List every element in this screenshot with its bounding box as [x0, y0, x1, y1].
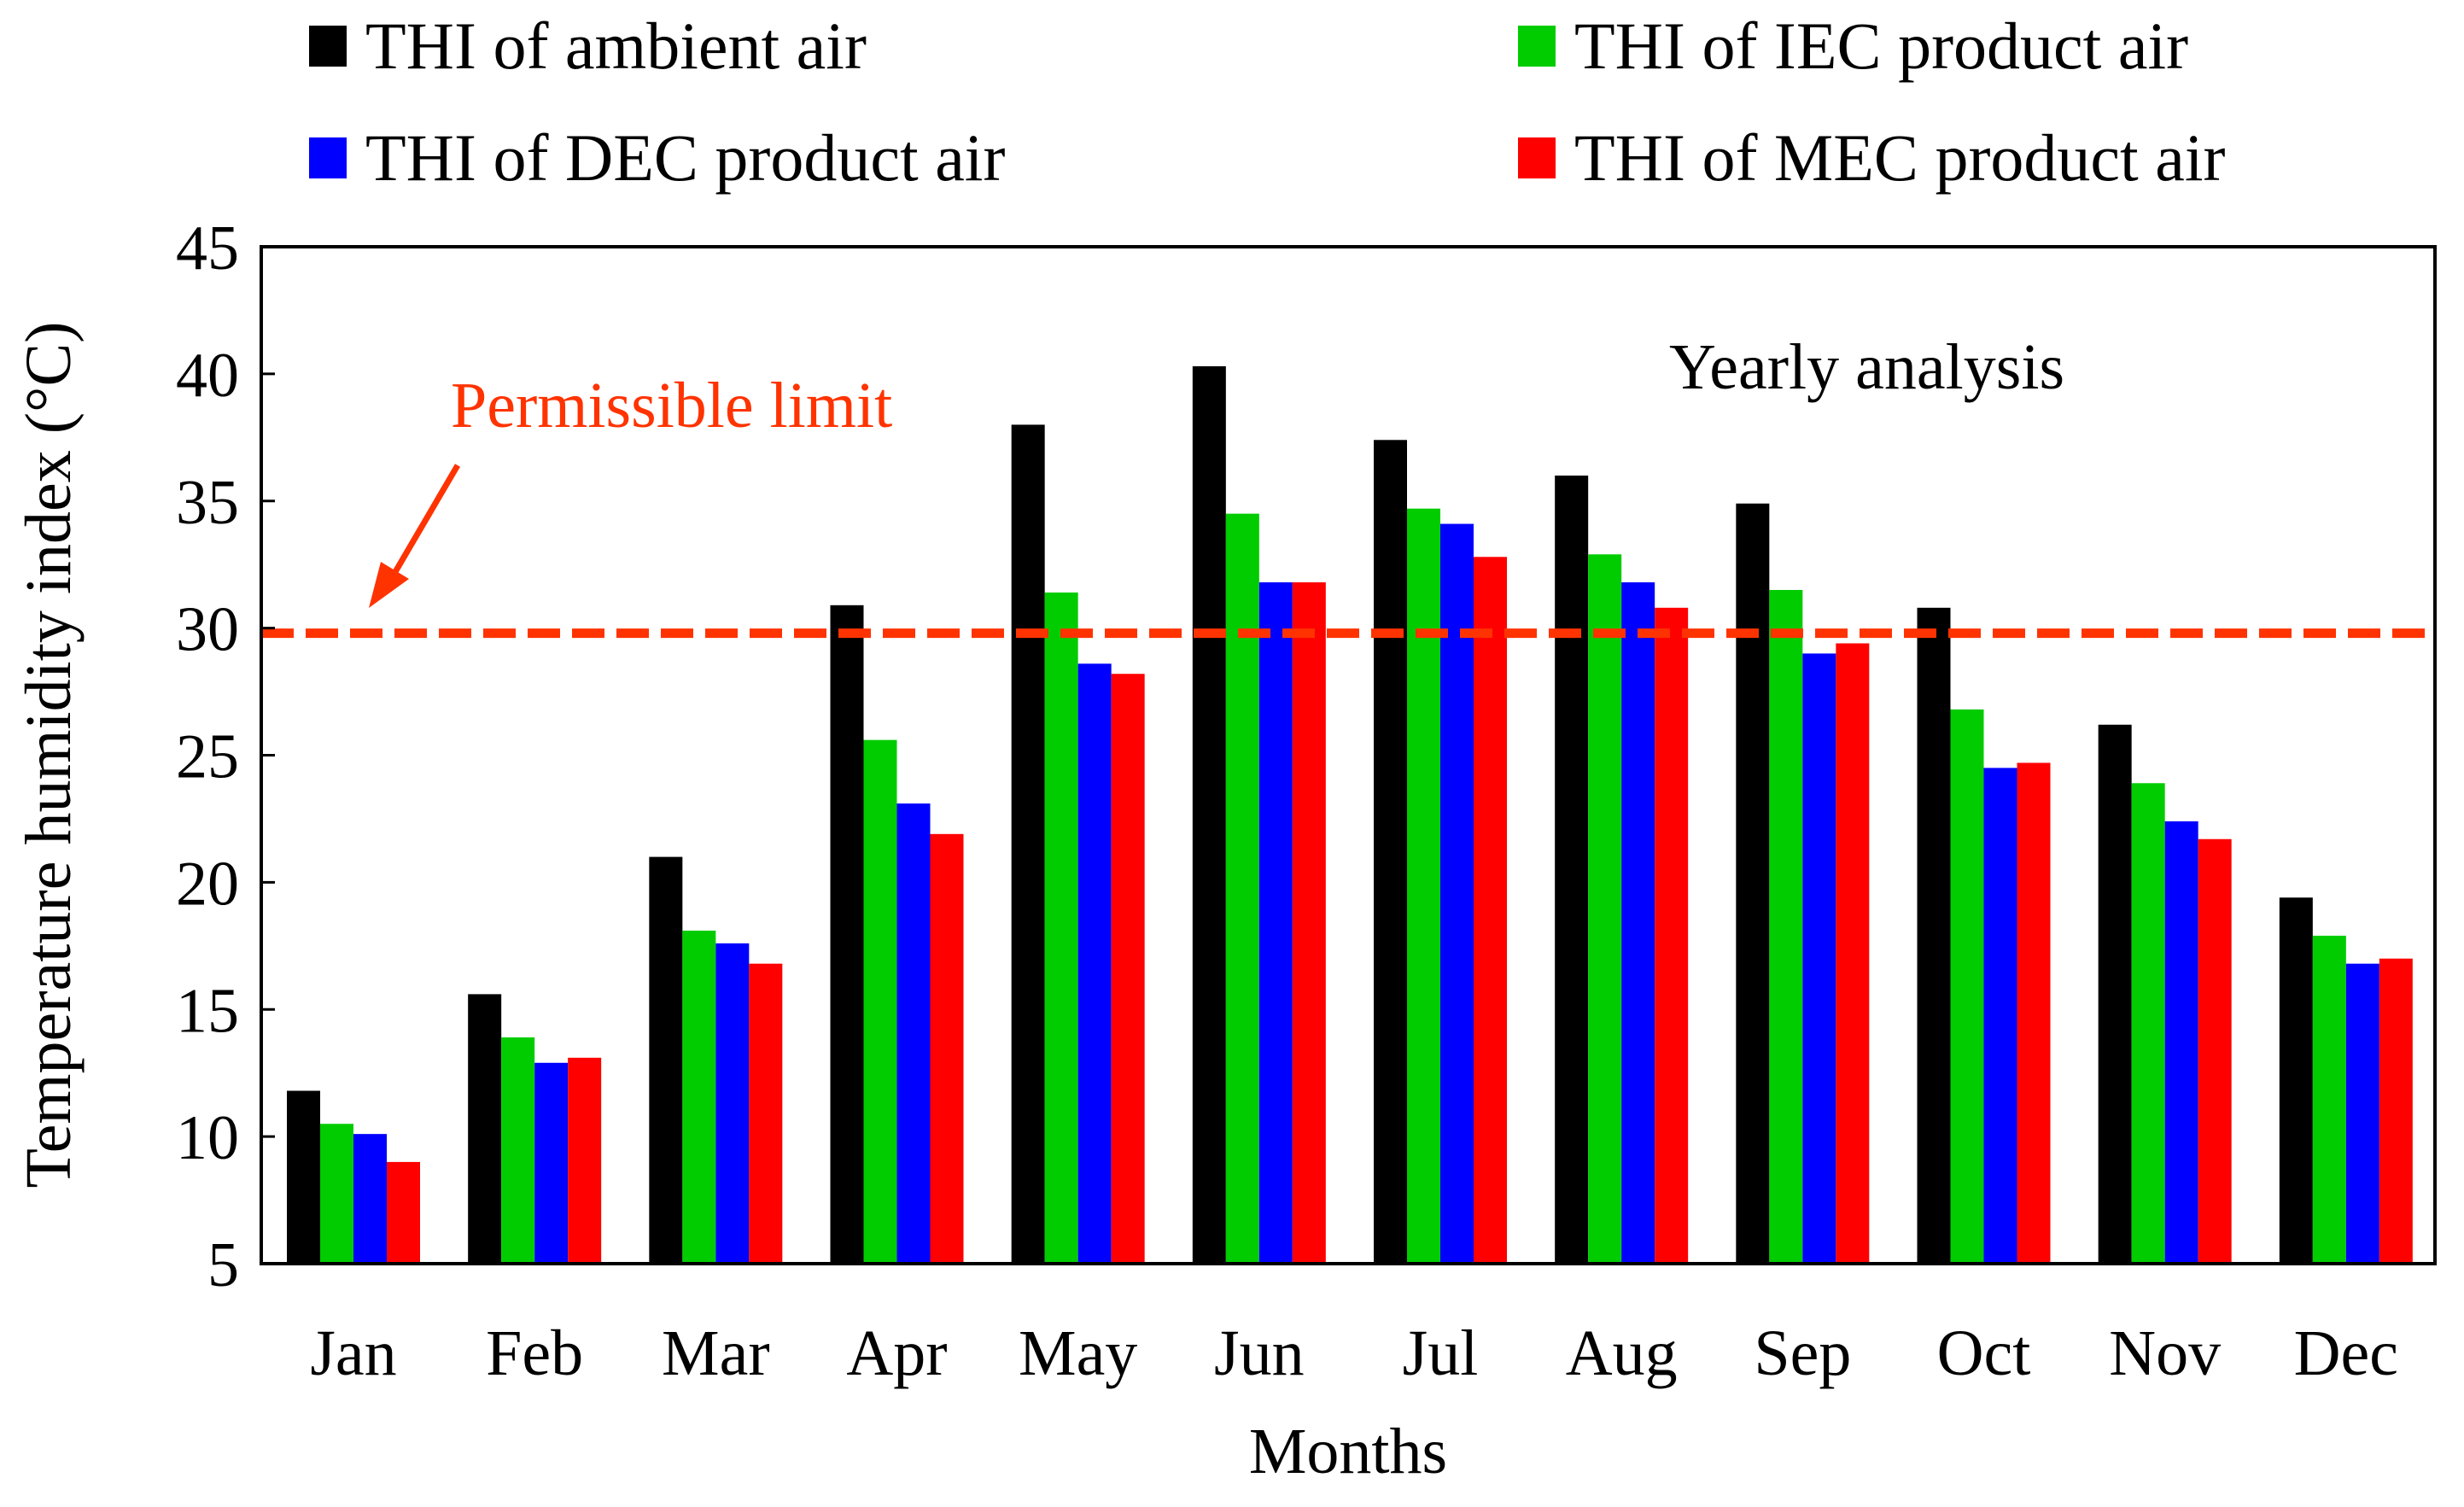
x-tick-label: Mar [662, 1317, 770, 1389]
bar-jan-series-4 [387, 1161, 420, 1264]
x-axis-title: Months [1249, 1416, 1447, 1487]
y-axis: 5 10 15 20 25 30 35 40 45 [176, 213, 275, 1300]
y-tick-label: 20 [176, 849, 239, 919]
y-tick-label: 40 [176, 341, 239, 411]
bar-oct-series-2 [1950, 709, 1984, 1264]
bar-aug-series-1 [1555, 475, 1589, 1264]
y-tick-label: 45 [176, 213, 239, 283]
legend-label-series-2: THI of IEC product air [1574, 9, 2188, 83]
bar-mar-series-1 [649, 856, 683, 1264]
x-tick-label: Apr [846, 1317, 947, 1389]
bar-may-series-4 [1111, 674, 1145, 1264]
bar-oct-series-4 [2017, 762, 2051, 1264]
bar-jun-series-3 [1258, 582, 1293, 1264]
bar-dec-series-2 [2312, 935, 2346, 1264]
x-tick-label: May [1019, 1317, 1137, 1389]
y-axis-title: Temperature humidity index (°C) [13, 322, 85, 1189]
legend-swatch-series-2 [1518, 26, 1556, 67]
legend: THI of ambient air THI of IEC product air… [309, 9, 2226, 195]
x-axis: Jan Feb Mar Apr May Jun Jul Aug Sep Oct Nov Dec [310, 1317, 2398, 1389]
y-tick-label: 15 [176, 976, 239, 1046]
x-tick-label: Oct [1937, 1317, 2031, 1389]
bar-apr-series-3 [896, 803, 931, 1264]
bar-oct-series-3 [1983, 768, 2017, 1264]
bar-nov-series-2 [2131, 783, 2165, 1264]
y-tick-label: 30 [176, 595, 239, 665]
reference-line-group: Permissible limit [261, 370, 2435, 639]
legend-label-series-1: THI of ambient air [365, 9, 867, 83]
permissible-limit-label: Permissible limit [451, 370, 892, 441]
bar-aug-series-3 [1621, 582, 1655, 1264]
bar-jul-series-4 [1474, 557, 1507, 1264]
x-tick-label: Aug [1566, 1317, 1678, 1389]
bar-apr-series-1 [830, 605, 864, 1264]
legend-swatch-series-1 [309, 26, 347, 67]
bar-may-series-1 [1011, 424, 1045, 1264]
bars [287, 365, 2413, 1264]
y-tick-label: 35 [176, 468, 239, 538]
legend-label-series-4: THI of MEC product air [1574, 120, 2226, 195]
bar-sep-series-2 [1769, 589, 1803, 1264]
y-tick-label: 5 [207, 1230, 239, 1300]
chart-title: Yearly analysis [1669, 331, 2064, 403]
bar-sep-series-3 [1802, 653, 1836, 1264]
bar-aug-series-4 [1655, 607, 1689, 1264]
x-tick-label: Sep [1754, 1317, 1851, 1389]
x-tick-label: Dec [2294, 1317, 2398, 1389]
legend-label-series-3: THI of DEC product air [365, 120, 1005, 195]
legend-swatch-series-3 [309, 137, 347, 178]
x-tick-label: Nov [2109, 1317, 2221, 1389]
bar-dec-series-3 [2345, 963, 2379, 1264]
bar-may-series-2 [1044, 592, 1078, 1264]
bar-jul-series-3 [1440, 523, 1474, 1264]
bar-nov-series-1 [2098, 724, 2132, 1264]
bar-mar-series-2 [682, 930, 716, 1264]
bar-jul-series-2 [1407, 508, 1440, 1264]
bar-may-series-3 [1077, 663, 1112, 1264]
bar-jun-series-2 [1225, 513, 1259, 1264]
bar-feb-series-3 [534, 1062, 569, 1264]
bar-nov-series-4 [2198, 838, 2232, 1264]
x-tick-label: Jul [1403, 1317, 1479, 1389]
bar-apr-series-4 [930, 833, 964, 1264]
bar-jun-series-1 [1192, 365, 1226, 1264]
bar-aug-series-2 [1588, 554, 1622, 1264]
y-tick-label: 10 [176, 1103, 239, 1173]
bar-jan-series-2 [320, 1124, 353, 1264]
bar-feb-series-4 [568, 1057, 602, 1264]
x-tick-label: Jan [310, 1317, 396, 1389]
bar-jul-series-1 [1374, 440, 1407, 1264]
x-tick-label: Jun [1214, 1317, 1305, 1389]
bar-apr-series-2 [863, 739, 897, 1264]
bar-feb-series-2 [501, 1037, 535, 1264]
bar-mar-series-4 [749, 963, 783, 1264]
legend-swatch-series-4 [1518, 137, 1556, 178]
bar-sep-series-1 [1736, 503, 1770, 1264]
x-tick-label: Feb [486, 1317, 583, 1389]
bar-jan-series-3 [353, 1134, 387, 1264]
bar-sep-series-4 [1836, 643, 1870, 1264]
bar-jan-series-1 [287, 1090, 320, 1264]
bar-feb-series-1 [468, 994, 502, 1264]
bar-oct-series-1 [1917, 607, 1951, 1264]
bar-dec-series-1 [2279, 897, 2313, 1264]
bar-jun-series-4 [1292, 582, 1326, 1264]
permissible-limit-arrow-shaft [387, 464, 461, 582]
bar-mar-series-3 [715, 943, 750, 1264]
permissible-limit-arrow-head [369, 562, 409, 608]
bar-nov-series-3 [2164, 821, 2198, 1264]
y-tick-label: 25 [176, 722, 239, 792]
bar-dec-series-4 [2379, 958, 2413, 1264]
